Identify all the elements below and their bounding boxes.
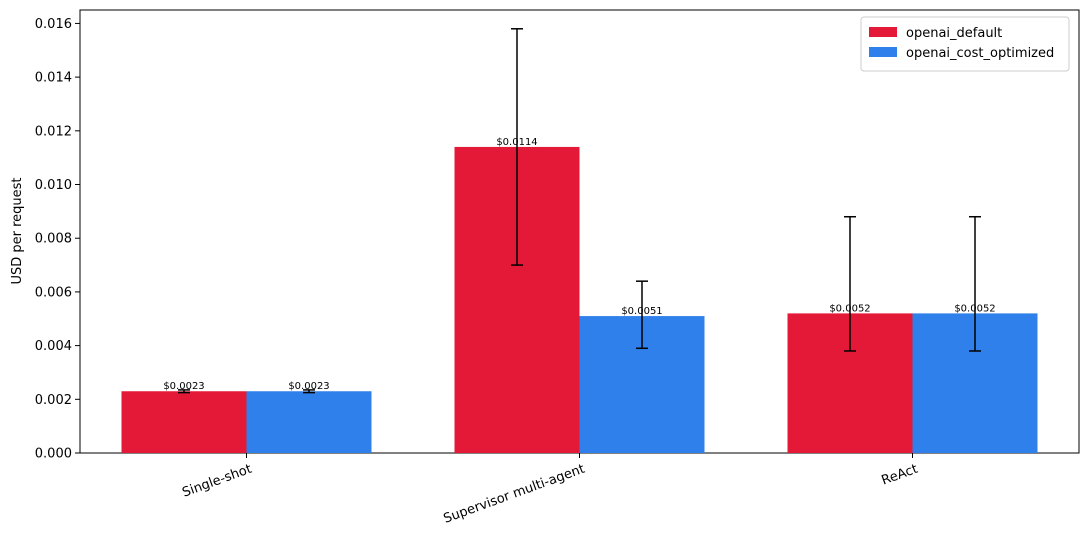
y-tick-label: 0.010 xyxy=(35,178,72,193)
y-tick-label: 0.002 xyxy=(35,393,72,408)
x-axis-ticks: Single-shot Supervisor multi-agent ReAct xyxy=(180,453,920,527)
y-tick-label: 0.008 xyxy=(35,232,72,247)
legend-entry: openai_cost_optimized xyxy=(906,46,1054,61)
legend-box xyxy=(860,16,1070,72)
y-tick-label: 0.014 xyxy=(35,71,72,86)
y-tick-label: 0.016 xyxy=(35,17,72,32)
x-tick-label: Single-shot xyxy=(180,462,253,501)
y-tick-label: 0.004 xyxy=(35,339,72,354)
data-label: $0.0023 xyxy=(163,381,204,392)
legend: openai_default openai_cost_optimized xyxy=(860,16,1070,72)
data-labels-group: $0.0023 $0.0023 $0.0114 $0.0051 $0.0052 $0.00… xyxy=(163,137,995,392)
data-label: $0.0051 xyxy=(621,306,662,317)
bars-group xyxy=(121,146,1038,453)
bar-openai_default-0 xyxy=(121,391,247,453)
legend-swatch xyxy=(869,27,897,37)
data-label: $0.0114 xyxy=(496,137,537,148)
data-label: $0.0052 xyxy=(954,303,995,314)
y-tick-label: 0.006 xyxy=(35,285,72,300)
y-tick-label: 0.012 xyxy=(35,124,72,139)
y-axis-label: USD per request xyxy=(10,177,25,284)
x-tick-label: ReAct xyxy=(880,462,920,489)
legend-swatch xyxy=(869,47,897,57)
x-tick-label: Supervisor multi-agent xyxy=(442,462,587,527)
y-tick-label: 0.000 xyxy=(35,447,72,462)
y-axis-ticks: 0.000 0.002 0.004 0.006 0.008 0.010 0.012 0.014… xyxy=(35,17,80,462)
error-bars-group xyxy=(178,28,981,394)
data-label: $0.0052 xyxy=(829,303,870,314)
legend-entry: openai_default xyxy=(906,26,1002,41)
bar-openai_cost_optimized-0 xyxy=(246,391,372,453)
data-label: $0.0023 xyxy=(288,381,329,392)
